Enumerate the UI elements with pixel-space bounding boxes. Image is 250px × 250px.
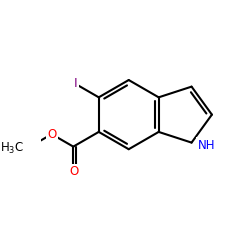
Text: NH: NH <box>198 139 215 152</box>
Text: O: O <box>69 165 78 178</box>
Text: O: O <box>47 128 56 141</box>
Text: I: I <box>74 77 77 90</box>
Text: $\mathregular{H_3C}$: $\mathregular{H_3C}$ <box>0 141 24 156</box>
